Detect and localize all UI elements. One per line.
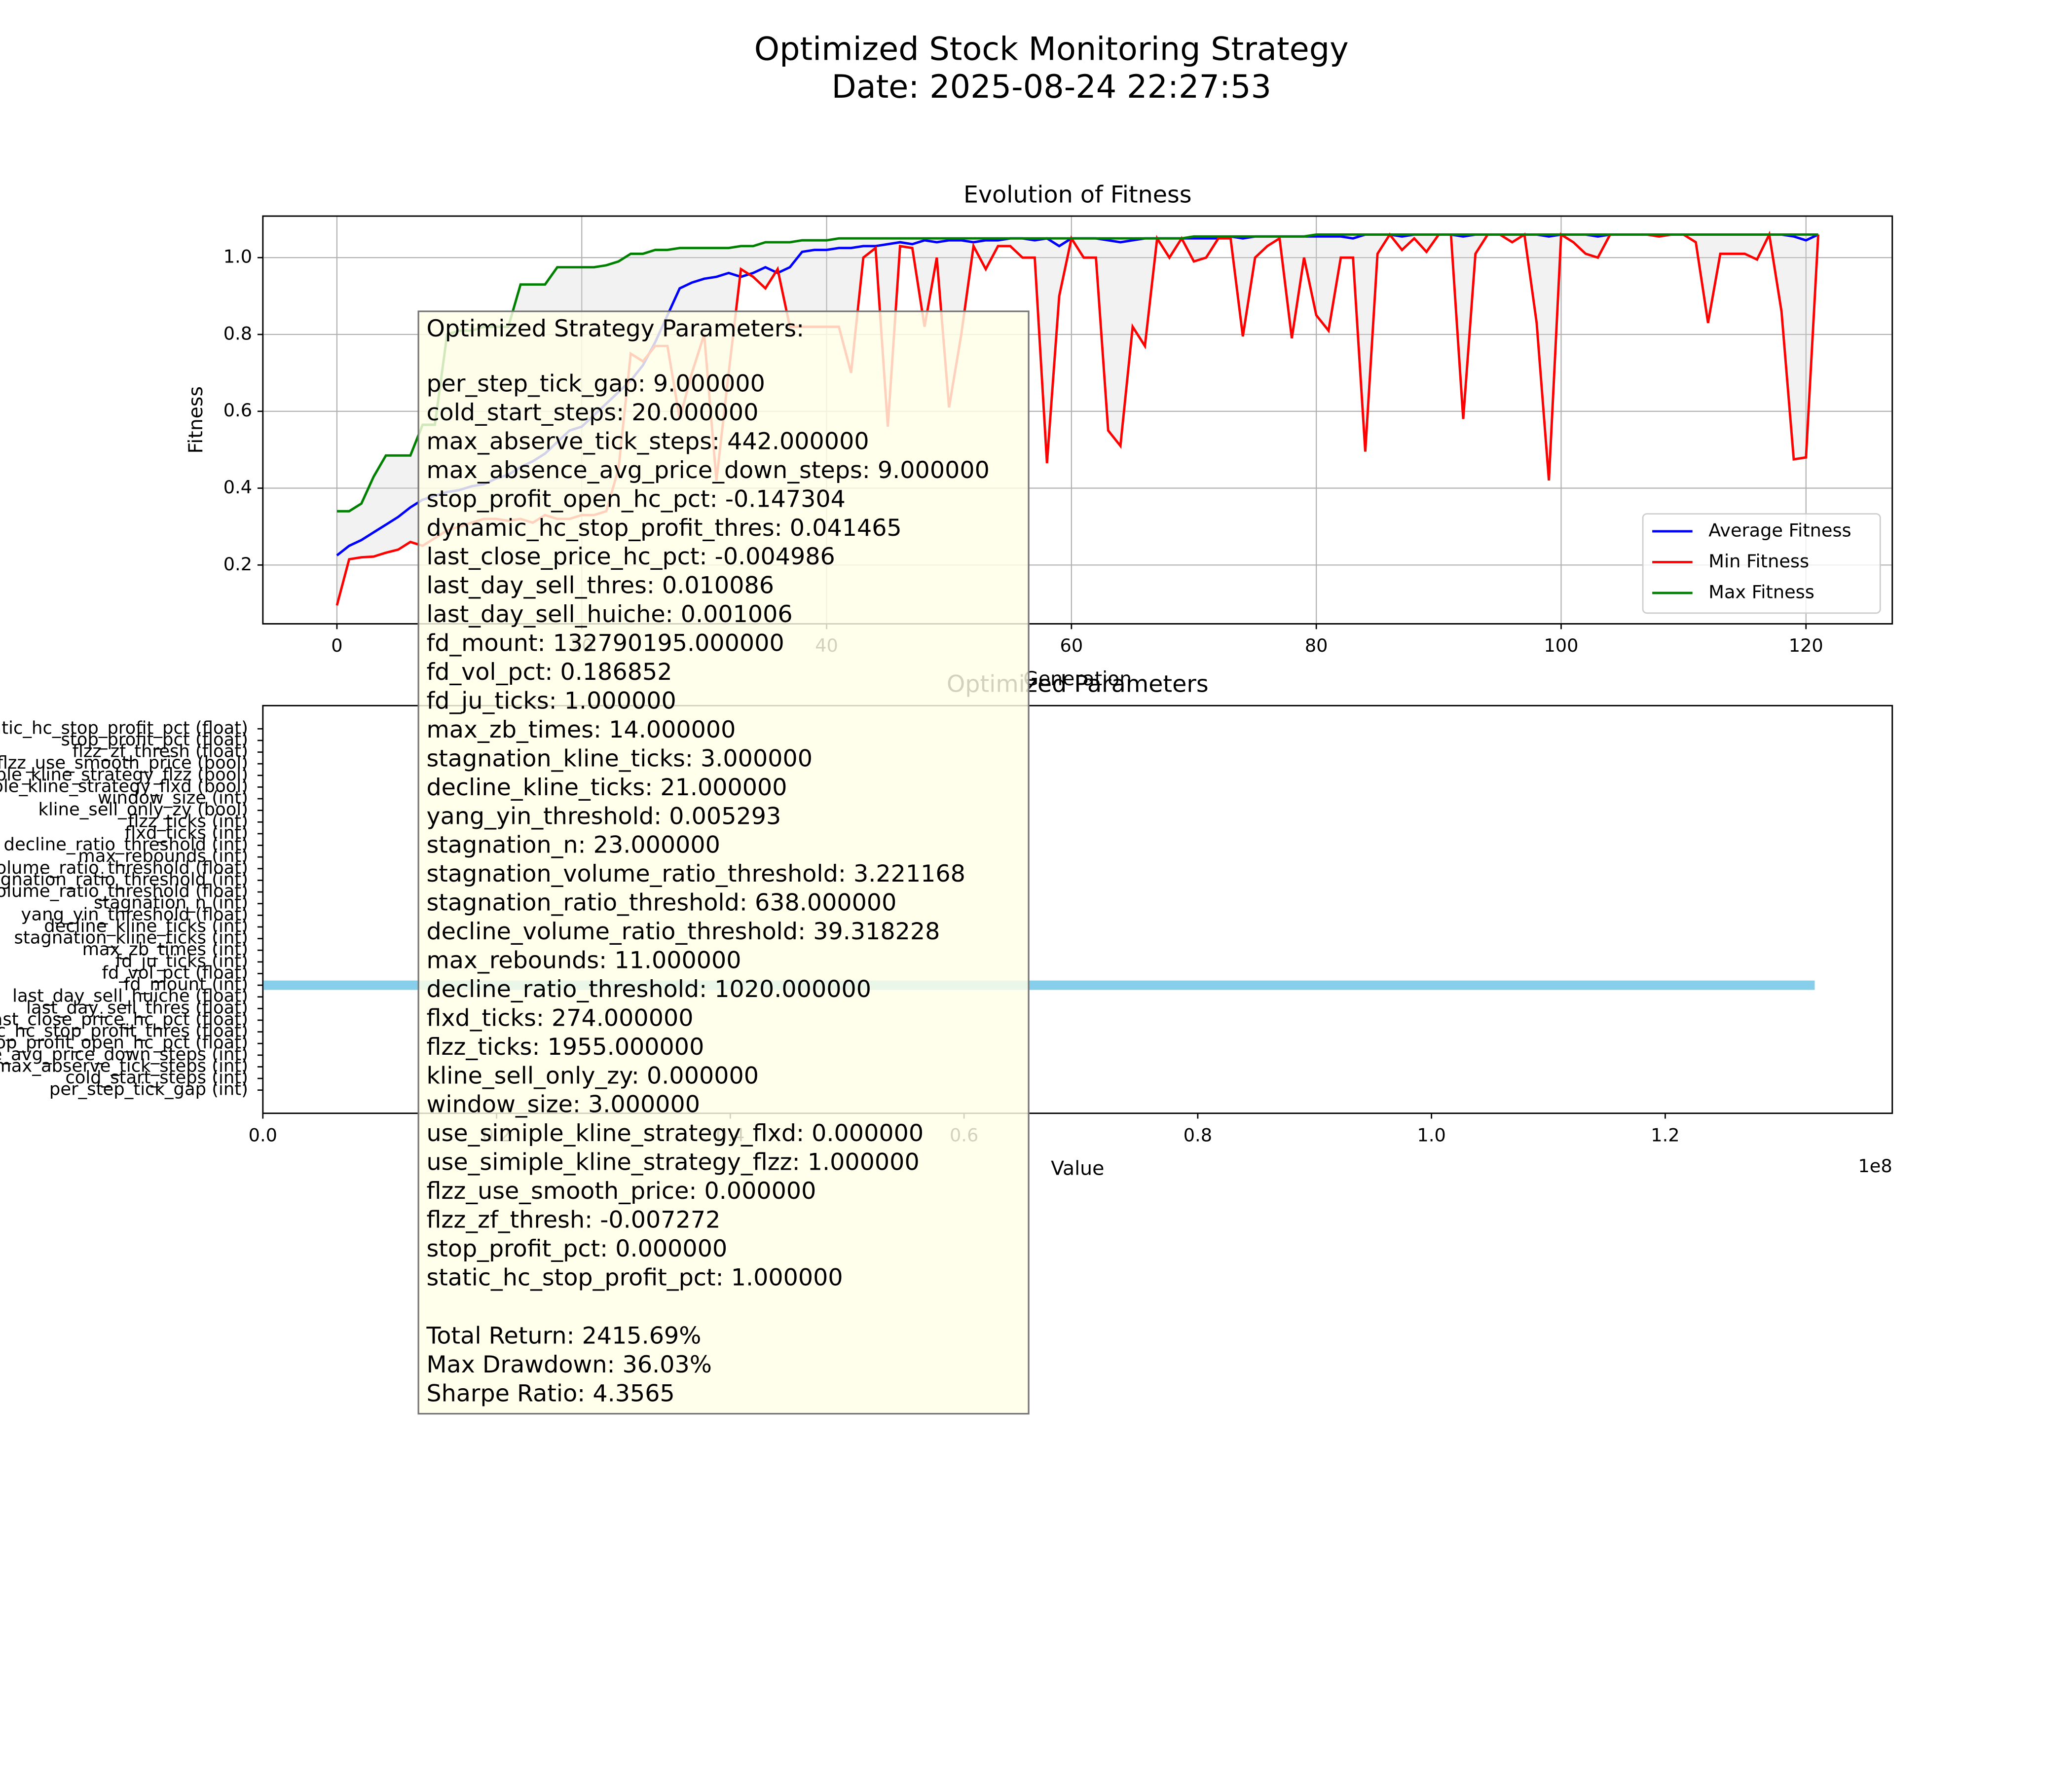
plot-frame-top	[262, 215, 1893, 625]
y-tick-label: last_close_price_hc_pct (float)	[0, 1009, 248, 1030]
x-tick-label: 0.8	[1184, 1124, 1212, 1146]
annotation-line: dynamic_hc_stop_profit_thres: 0.041465	[426, 515, 901, 542]
y-tick-label: flzz_use_smooth_price (bool)	[0, 753, 248, 773]
y-tick-label: yang_yin_threshold (float)	[21, 904, 248, 925]
y-tick-label: last_day_sell_huiche (float)	[12, 986, 248, 1006]
annotation-line: flzz_use_smooth_price: 0.000000	[426, 1178, 816, 1205]
y-tick-label: dynamic_hc_stop_profit_thres (float)	[0, 1021, 248, 1041]
y-tick-label: decline_ratio_threshold (int)	[4, 835, 248, 855]
y-tick-label: max_rebounds (int)	[78, 846, 248, 866]
y-tick-label: max_zb_times (int)	[82, 939, 248, 960]
x-tick-label: 0	[331, 635, 342, 656]
y-tick-label: max_absence_avg_price_down_steps (int)	[0, 1044, 248, 1065]
y-tick-label: 0.2	[223, 554, 252, 575]
legend-label: Min Fitness	[1708, 551, 1809, 572]
legend-frame	[1642, 513, 1881, 614]
y-tick-label: kline_sell_only_zy (bool)	[38, 800, 248, 820]
annotation-line: stagnation_volume_ratio_threshold: 3.221…	[426, 860, 965, 888]
y-tick-label: window_size (int)	[98, 788, 248, 808]
y-tick-label: stop_profit_pct (float)	[61, 730, 248, 750]
y-tick-label: fd_mount (int)	[124, 974, 248, 995]
annotation-line: yang_yin_threshold: 0.005293	[426, 803, 781, 830]
annotation-line: stagnation_n: 23.000000	[426, 832, 720, 859]
y-tick-label: max_abserve_tick_steps (int)	[0, 1056, 248, 1076]
annotation-line: max_absence_avg_price_down_steps: 9.0000…	[426, 457, 989, 484]
y-tick-label: 1.0	[223, 246, 252, 267]
series-line	[336, 233, 1818, 513]
annotation-metric: Total Return: 2415.69%	[426, 1323, 701, 1350]
annotation-line: use_simiple_kline_strategy_flxd: 0.00000…	[426, 1120, 924, 1147]
y-tick-label: static_hc_stop_profit_pct (float)	[0, 718, 248, 738]
annotation-metric: Max Drawdown: 36.03%	[426, 1351, 712, 1378]
annotation-line: fd_vol_pct: 0.186852	[426, 659, 672, 686]
annotation-line: flzz_zf_thresh: -0.007272	[426, 1207, 720, 1234]
annotation-line: max_rebounds: 11.000000	[426, 947, 741, 974]
annotation-metric: Sharpe Ratio: 4.3565	[426, 1380, 674, 1407]
annotation-line: flzz_ticks: 1955.000000	[426, 1034, 704, 1061]
annotation-box	[417, 310, 1030, 1415]
annotation-line: kline_sell_only_zy: 0.000000	[426, 1062, 759, 1089]
annotation-line: per_step_tick_gap: 9.000000	[426, 370, 765, 398]
y-tick-label: fd_ju_ticks (int)	[115, 951, 248, 971]
y-tick-label: flzz_ticks (int)	[128, 811, 248, 831]
annotation-line: max_zb_times: 14.000000	[426, 716, 736, 743]
annotation-line: fd_mount: 132790195.000000	[426, 630, 784, 657]
y-tick-label: stagnation_volume_ratio_threshold (float…	[0, 881, 248, 901]
x-tick-label: 1.2	[1651, 1124, 1679, 1146]
y-tick-label: use_simiple_kline_strategy_flzz (bool)	[0, 765, 248, 785]
legend-label: Average Fitness	[1708, 519, 1851, 541]
y-tick-label: fd_vol_pct (float)	[102, 962, 248, 983]
figure-title: Optimized Stock Monitoring Strategy	[754, 31, 1349, 68]
x-axis-label: Generation	[1023, 667, 1132, 690]
annotation-line: last_day_sell_thres: 0.010086	[426, 572, 774, 599]
y-tick-label: cold_start_steps (int)	[65, 1068, 248, 1088]
annotation-line: static_hc_stop_profit_pct: 1.000000	[426, 1264, 843, 1291]
y-axis-label: Fitness	[185, 386, 207, 453]
chart-title: Evolution of Fitness	[963, 181, 1192, 208]
x-tick-label: 60	[1060, 635, 1083, 656]
y-tick-label: decline_volume_ratio_threshold (float)	[0, 858, 248, 878]
y-tick-label: per_step_tick_gap (int)	[49, 1079, 248, 1100]
annotation-line: decline_volume_ratio_threshold: 39.31822…	[426, 918, 940, 945]
annotation-line: stagnation_kline_ticks: 3.000000	[426, 745, 813, 772]
x-offset-label: 1e8	[1858, 1155, 1892, 1177]
annotation-line: max_abserve_tick_steps: 442.000000	[426, 428, 869, 455]
annotation-line: decline_kline_ticks: 21.000000	[426, 774, 787, 801]
x-tick-label: 80	[1305, 635, 1328, 656]
annotation-title: Optimized Strategy Parameters:	[426, 315, 804, 342]
annotation-line: last_day_sell_huiche: 0.001006	[426, 601, 792, 628]
annotation-line: window_size: 3.000000	[426, 1091, 700, 1118]
legend-label: Max Fitness	[1708, 581, 1814, 602]
x-axis-label: Value	[1051, 1157, 1104, 1180]
y-tick-label: 0.8	[223, 323, 252, 344]
y-tick-label: flzz_zf_thresh (float)	[73, 741, 248, 762]
y-tick-label: use_simiple_kline_strategy_flxd (bool)	[0, 776, 248, 796]
y-tick-label: last_day_sell_thres (float)	[26, 998, 248, 1018]
figure-subtitle: Date: 2025-08-24 22:27:53	[832, 68, 1271, 106]
annotation-line: stop_profit_open_hc_pct: -0.147304	[426, 485, 845, 513]
annotation-line: flxd_ticks: 274.000000	[426, 1004, 693, 1032]
y-tick-label: stagnation_kline_ticks (int)	[14, 928, 248, 948]
y-tick-label: 0.4	[223, 477, 252, 498]
annotation-line: cold_start_steps: 20.000000	[426, 399, 758, 426]
annotation-line: fd_ju_ticks: 1.000000	[426, 687, 676, 714]
annotation-line: use_simiple_kline_strategy_flzz: 1.00000…	[426, 1149, 919, 1176]
annotation-line: stagnation_ratio_threshold: 638.000000	[426, 889, 896, 917]
y-tick-label: flxd_ticks (int)	[125, 823, 248, 843]
plot-frame-top	[262, 704, 1893, 1114]
x-tick-label: 120	[1789, 635, 1823, 656]
y-tick-label: stagnation_n (int)	[94, 893, 248, 913]
x-tick-label: 0.0	[249, 1124, 277, 1146]
y-tick-label: decline_kline_ticks (int)	[44, 916, 248, 936]
y-tick-label: stop_profit_open_hc_pct (float)	[0, 1033, 248, 1053]
x-tick-label: 1.0	[1417, 1124, 1446, 1146]
annotation-line: stop_profit_pct: 0.000000	[426, 1235, 727, 1262]
y-tick-label: 0.6	[223, 400, 252, 421]
x-tick-label: 100	[1544, 635, 1578, 656]
annotation-line: decline_ratio_threshold: 1020.000000	[426, 976, 871, 1003]
y-tick-label: stagnation_ratio_threshold (int)	[0, 869, 248, 889]
annotation-line: last_close_price_hc_pct: -0.004986	[426, 543, 835, 570]
